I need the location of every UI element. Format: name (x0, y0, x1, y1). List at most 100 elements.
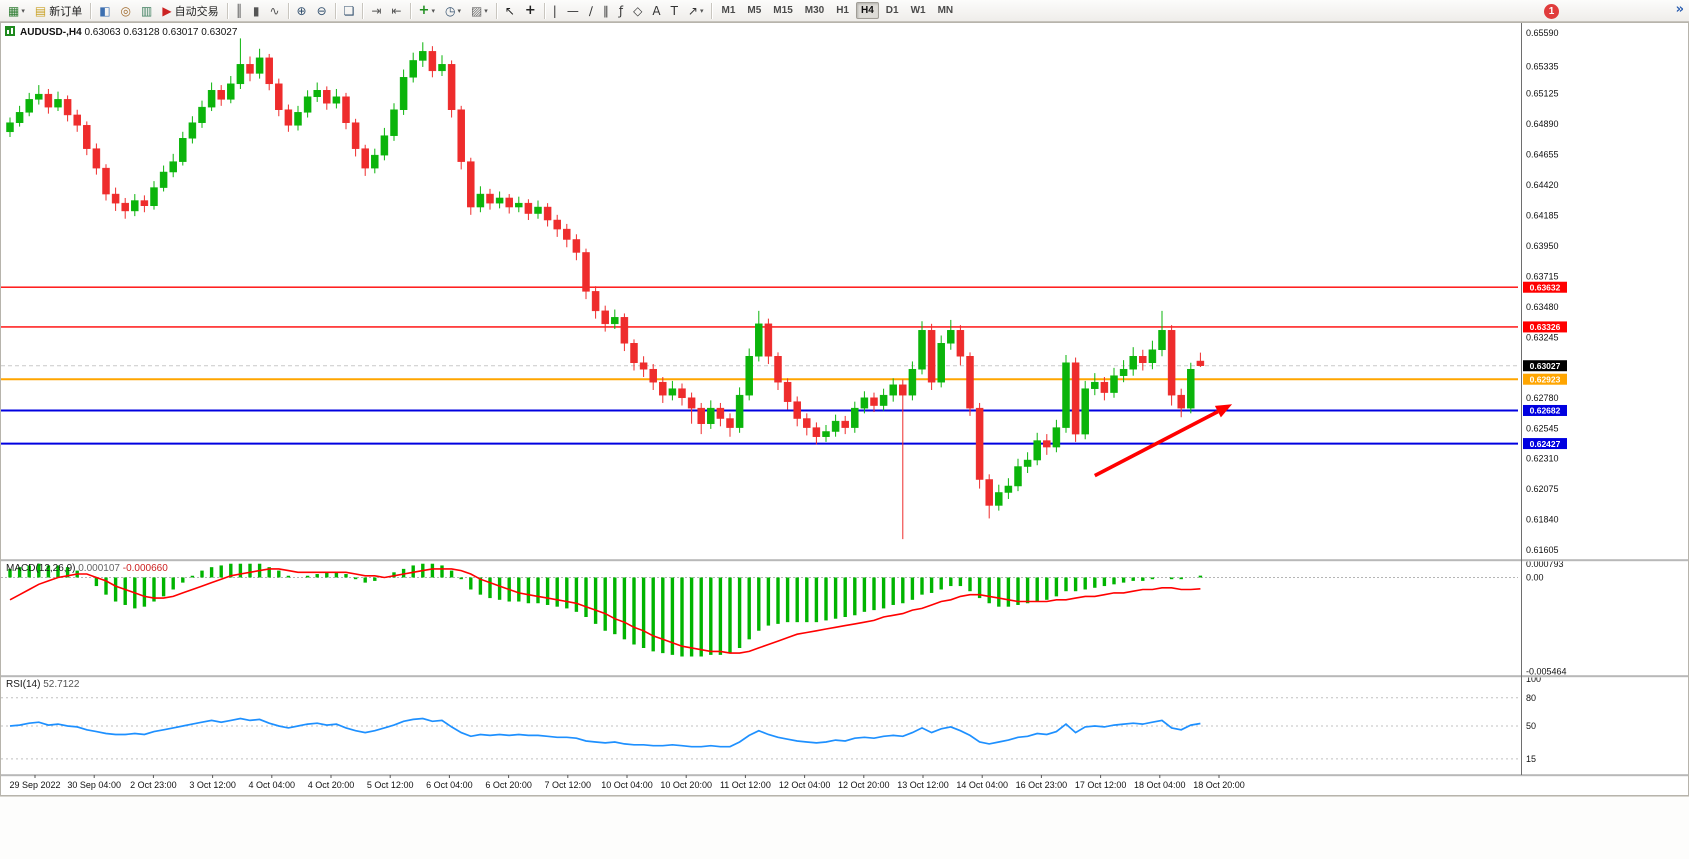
timeframe-w1-button[interactable]: W1 (910, 5, 926, 16)
zoom-in-icon: ⊕ (296, 3, 307, 18)
timeframe-mn-button[interactable]: MN (937, 5, 954, 16)
timeframe-m5-button[interactable]: M5 (747, 5, 762, 16)
candle-body (1081, 388, 1089, 435)
macd-signal-line (9, 568, 1201, 654)
timeframe-h1-button[interactable]: H1 (836, 5, 849, 16)
fibonacci-button[interactable]: ƒ (615, 2, 627, 20)
navigator-button[interactable]: ◎ (117, 2, 135, 20)
text-button[interactable]: A (648, 2, 664, 20)
candle-body (1167, 330, 1176, 396)
vertical-line-button[interactable]: | (549, 2, 561, 20)
toolbar-separator (362, 2, 364, 19)
candle-body (169, 161, 177, 173)
time-axis-label: 18 Oct 20:00 (1193, 780, 1245, 790)
zoom-out-icon: ⊖ (316, 3, 327, 18)
price-axis-label: 0.65590 (1526, 28, 1559, 38)
candle-body (716, 407, 725, 419)
price-axis-label: 0.61840 (1526, 515, 1559, 525)
level-price-badge[interactable] (1523, 438, 1567, 450)
cursor-button[interactable]: ↖ (501, 2, 519, 20)
timeframe-d1-button[interactable]: D1 (885, 5, 899, 16)
candle-body (140, 200, 149, 206)
level-price-badge[interactable] (1523, 321, 1567, 333)
shapes-button[interactable]: ◇ (629, 2, 646, 20)
candle-body (351, 122, 360, 149)
level-price-badge[interactable] (1523, 404, 1567, 416)
trend-arrow-head[interactable] (1214, 404, 1233, 418)
candle-body (236, 64, 245, 85)
arrows-button[interactable]: ↗ ▾ (684, 2, 708, 20)
text-label-icon: T (670, 3, 678, 18)
autotrading-button[interactable]: ▶ 自动交易 (158, 2, 222, 20)
candle-body (1110, 375, 1118, 393)
trendline-button[interactable]: ∕ (585, 2, 597, 20)
candlestick-chart-button[interactable]: ▮ (249, 2, 264, 20)
zoom-in-button[interactable]: ⊕ (293, 2, 311, 20)
trend-arrow-line[interactable] (1093, 410, 1219, 478)
candle-body (102, 167, 110, 195)
timeframe-m15-button[interactable]: M15 (773, 5, 793, 16)
horizontal-line-button[interactable]: — (563, 2, 583, 20)
candle-body (313, 90, 321, 98)
candle-body (303, 96, 312, 113)
chevron-down-icon: ▾ (431, 6, 435, 15)
bar-chart-button[interactable]: ║ (232, 2, 247, 20)
periods-button[interactable]: ◷ ▾ (441, 2, 465, 20)
chart-background (0, 22, 1689, 796)
timeframe-h4-button[interactable]: H4 (856, 2, 879, 19)
new-chart-button[interactable]: ▦ ▾ (4, 2, 29, 20)
zoom-out-button[interactable]: ⊖ (313, 2, 331, 20)
price-axis-label: 0.62545 (1526, 423, 1559, 433)
tile-windows-button[interactable]: ❏ (340, 2, 359, 20)
candle-body (495, 197, 504, 204)
channel-button[interactable]: ∥ (599, 2, 613, 20)
shift-chart-button[interactable]: ⇤ (387, 2, 405, 20)
timeframe-m1-button[interactable]: M1 (721, 5, 736, 16)
level-price-badge-label: 0.63326 (1530, 322, 1561, 332)
candle-body (735, 394, 744, 428)
candle-body (659, 381, 667, 396)
text-label-button[interactable]: T (667, 2, 682, 20)
candle-body (198, 106, 206, 123)
candle-body (1052, 427, 1061, 448)
level-price-badge[interactable] (1523, 281, 1567, 293)
level-price-badge-label: 0.62682 (1530, 406, 1561, 416)
chart-window-icon-bar (7, 30, 9, 34)
level-price-badge[interactable] (1523, 373, 1567, 385)
candle-body (207, 90, 216, 108)
notification-badge[interactable]: 1 (1544, 3, 1559, 19)
bar-chart-icon: ║ (235, 3, 243, 18)
rsi-label: RSI(14) 52.7122 (6, 679, 80, 690)
candle-body (860, 397, 869, 409)
auto-scroll-button[interactable]: ⇥ (367, 2, 385, 20)
new-order-button[interactable]: ▤ 新订单 (31, 2, 86, 20)
time-axis-label: 13 Oct 12:00 (897, 780, 949, 790)
chart-canvas[interactable]: 0.65590 0.65335 0.65125 0.64890 0.64655 0.644… (0, 22, 1689, 796)
timeframe-m30-button[interactable]: M30 (804, 5, 825, 16)
indicators-button[interactable]: + ▾ (415, 2, 439, 20)
toolbar-overflow-button[interactable]: » (1675, 2, 1684, 17)
line-chart-icon: ∿ (269, 3, 280, 18)
price-axis-label: 0.64890 (1526, 119, 1559, 129)
candle-body (390, 109, 398, 136)
vertical-line-icon: | (552, 3, 557, 18)
chevron-down-icon: ▾ (21, 6, 25, 15)
candle-body (553, 219, 561, 230)
time-axis-label: 5 Oct 12:00 (367, 780, 414, 790)
rsi-axis-label: 15 (1526, 754, 1536, 764)
current-price-badge[interactable] (1523, 360, 1567, 372)
terminal-button[interactable]: ▥ (137, 2, 156, 20)
price-axis-label: 0.61605 (1526, 545, 1559, 555)
market-watch-button[interactable]: ◧ (95, 2, 114, 20)
candle-body (1100, 381, 1109, 393)
candle-body (956, 330, 965, 357)
crosshair-button[interactable]: + (521, 2, 540, 20)
candle-body (63, 99, 72, 116)
current-price-badge-label: 0.63027 (1530, 361, 1561, 371)
candle-body (121, 202, 129, 212)
templates-button[interactable]: ▨ ▾ (467, 2, 492, 20)
line-chart-button[interactable]: ∿ (265, 2, 283, 20)
candle-body (1158, 330, 1166, 351)
chevron-down-icon: ▾ (484, 6, 488, 15)
